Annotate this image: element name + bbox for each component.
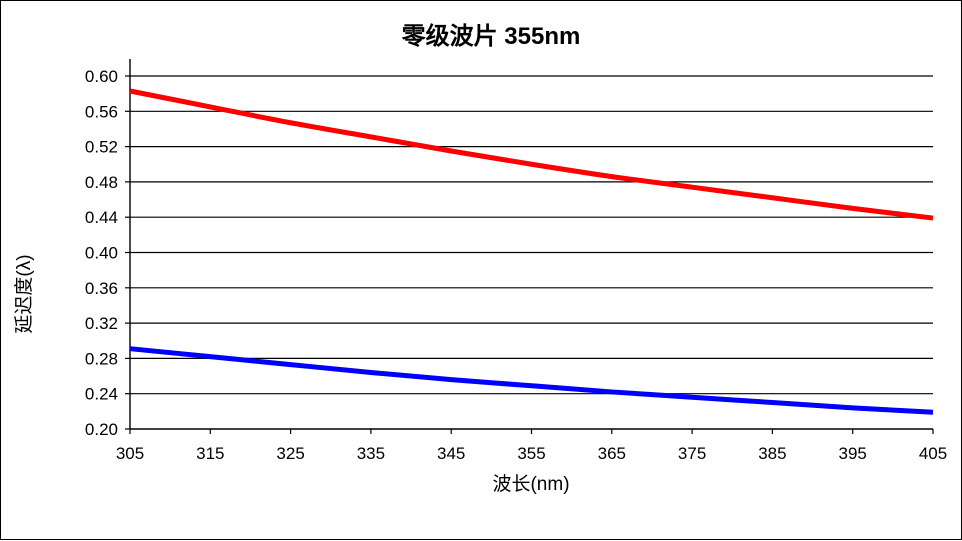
y-tick-label: 0.44 [85, 208, 118, 227]
y-tick-label: 0.60 [85, 67, 118, 86]
x-tick-label: 345 [437, 444, 465, 463]
y-tick-label: 0.40 [85, 244, 118, 263]
y-tick-label: 0.36 [85, 279, 118, 298]
series-lines [129, 88, 934, 415]
grid-lines [130, 75, 933, 395]
series-line-1 [129, 88, 934, 221]
y-tick-labels: 0.20 0.24 0.28 0.32 0.36 0.40 0.44 0.48 0.52 0.56… [85, 67, 130, 439]
x-tick-label: 305 [116, 444, 144, 463]
y-tick-label: 0.28 [85, 349, 118, 368]
y-tick-label: 0.52 [85, 138, 118, 157]
series-line-2 [129, 346, 934, 415]
y-tick-label: 0.24 [85, 385, 118, 404]
x-tick-label: 335 [357, 444, 385, 463]
x-tick-label: 365 [598, 444, 626, 463]
y-tick-label: 0.56 [85, 102, 118, 121]
y-tick-label: 0.32 [85, 314, 118, 333]
x-axis-label: 波长(nm) [492, 473, 569, 495]
x-tick-label: 375 [678, 444, 706, 463]
y-tick-label: 0.20 [85, 420, 118, 439]
x-tick-labels: 305 315 325 335 345 355 365 375 385 395 405 [116, 429, 947, 463]
x-tick-label: 385 [758, 444, 786, 463]
y-tick-label: 0.48 [85, 173, 118, 192]
x-tick-label: 405 [919, 444, 947, 463]
x-tick-label: 325 [276, 444, 304, 463]
x-tick-label: 315 [196, 444, 224, 463]
x-tick-label: 355 [517, 444, 545, 463]
x-tick-label: 395 [839, 444, 867, 463]
y-axis-label: 延迟度(λ) [13, 254, 35, 333]
chart-title: 零级波片 355nm [401, 22, 581, 50]
